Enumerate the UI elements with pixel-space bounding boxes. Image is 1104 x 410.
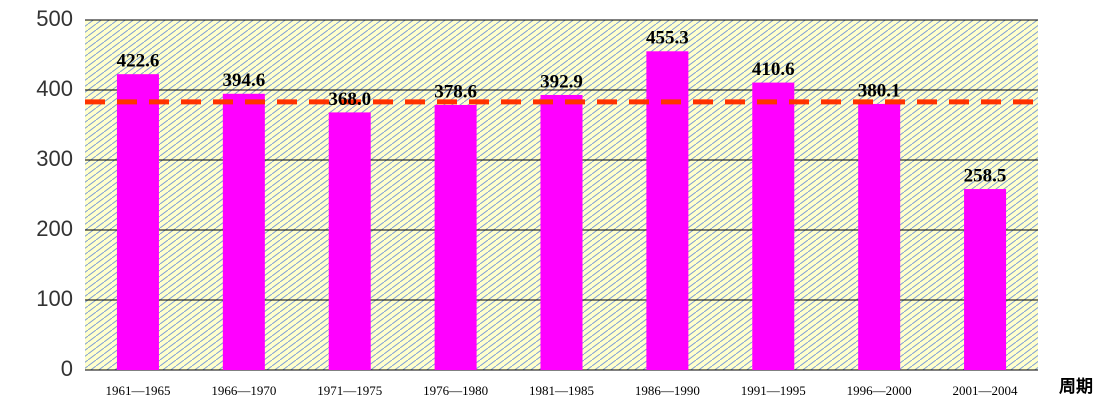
bar [222, 93, 265, 370]
data-label: 368.0 [328, 89, 371, 110]
bar [858, 103, 901, 371]
x-tick-label: 1976—1980 [423, 383, 488, 398]
x-tick-label: 1961—1965 [105, 383, 170, 398]
bar [116, 74, 159, 371]
y-tick-label: 0 [61, 356, 73, 381]
data-label: 258.5 [964, 165, 1007, 186]
bar [540, 94, 583, 370]
data-label: 378.6 [434, 81, 477, 102]
bar [434, 104, 477, 370]
y-tick-label: 200 [36, 216, 73, 241]
data-label: 394.6 [222, 70, 265, 91]
x-tick-label: 1971—1975 [317, 383, 382, 398]
x-tick-label: 1986—1990 [635, 383, 700, 398]
x-axis-label: 周期 [1059, 377, 1093, 397]
data-label: 422.6 [117, 51, 160, 72]
y-tick-label: 100 [36, 286, 73, 311]
data-label: 392.9 [540, 71, 583, 92]
data-label: 380.1 [858, 80, 901, 101]
x-tick-label: 1981—1985 [529, 383, 594, 398]
y-tick-label: 400 [36, 76, 73, 101]
bar [646, 51, 689, 370]
bar [752, 82, 795, 370]
data-label: 410.6 [752, 59, 795, 80]
y-tick-label: 500 [36, 6, 73, 31]
bar [964, 189, 1007, 370]
x-tick-label: 1966—1970 [211, 383, 276, 398]
x-tick-label: 1991—1995 [741, 383, 806, 398]
x-tick-label: 1996—2000 [847, 383, 912, 398]
x-tick-label: 2001—2004 [953, 383, 1019, 398]
bar [328, 112, 371, 371]
data-label: 455.3 [646, 28, 689, 49]
y-tick-label: 300 [36, 146, 73, 171]
